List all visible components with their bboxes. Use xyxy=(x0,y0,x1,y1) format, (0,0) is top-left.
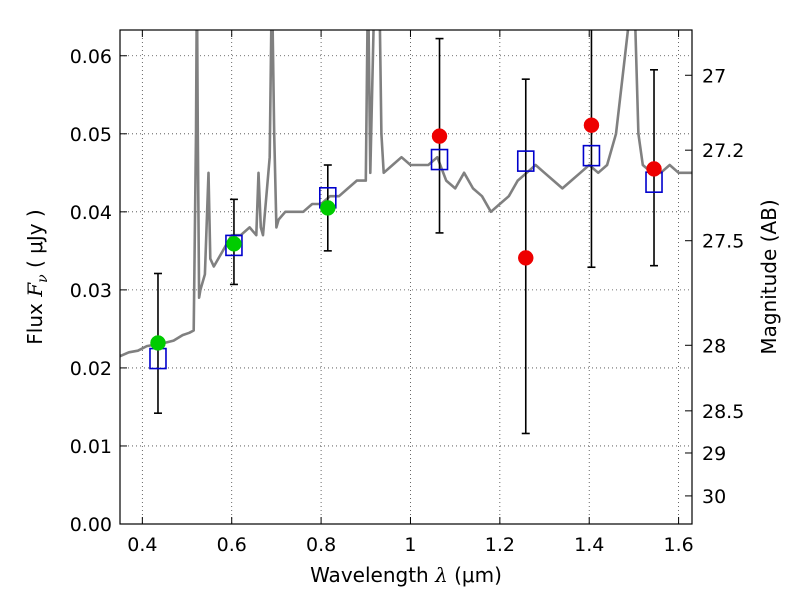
right-tick-label: 30 xyxy=(702,486,726,508)
grid xyxy=(120,30,692,525)
model-spectrum-line xyxy=(120,30,692,358)
ticks xyxy=(120,30,692,525)
plot-frame xyxy=(119,29,693,525)
right-tick-label: 29 xyxy=(702,443,726,465)
y-tick-label: 0.06 xyxy=(70,46,112,68)
right-tick-label: 28.5 xyxy=(702,401,744,423)
x-tick-label: 1.4 xyxy=(574,534,604,556)
right-tick-label: 27 xyxy=(702,65,726,87)
right-tick-label: 27.5 xyxy=(702,231,744,253)
model-point xyxy=(582,144,601,167)
model-photometry-points xyxy=(149,144,663,370)
detection-point xyxy=(226,236,242,252)
x-tick-label: 1.2 xyxy=(485,534,515,556)
upper-point xyxy=(518,250,534,266)
upper-point xyxy=(431,128,448,144)
right-axis-label: Magnitude (AB) xyxy=(757,199,781,354)
x-tick-label: 1 xyxy=(404,534,416,556)
detection-point xyxy=(320,200,336,216)
model-point xyxy=(225,234,243,257)
detection-point xyxy=(150,335,166,351)
x-tick-label: 1.6 xyxy=(663,534,693,556)
model-spectrum xyxy=(120,30,692,358)
y-axis-label: Flux Fν ( μJy ) xyxy=(23,209,51,344)
right-tick-label: 27.2 xyxy=(702,140,744,162)
y-tick-label: 0.02 xyxy=(70,358,112,380)
x-tick-label: 0.8 xyxy=(306,534,336,556)
y-tick-label: 0.05 xyxy=(70,124,112,146)
y-tick-label: 0.03 xyxy=(70,280,112,302)
right-tick-label: 28 xyxy=(702,335,726,357)
observed-points xyxy=(150,117,662,351)
model-point xyxy=(516,150,535,172)
x-axis-label: Wavelength λ (μm) xyxy=(310,563,502,587)
y-tick-label: 0.00 xyxy=(70,514,112,536)
x-tick-label: 0.6 xyxy=(217,534,247,556)
model-point xyxy=(430,148,449,171)
upper-point xyxy=(583,117,600,133)
y-tick-label: 0.04 xyxy=(70,202,112,224)
x-tick-label: 0.4 xyxy=(127,534,157,556)
tick-labels: 0.4 0.6 0.8 1 1.2 1.4 1.6 0.00 0.01 0.02 0.03 0.04 0… xyxy=(70,46,745,556)
errorbars xyxy=(153,30,659,435)
y-tick-label: 0.01 xyxy=(70,436,112,458)
upper-point xyxy=(646,161,662,177)
